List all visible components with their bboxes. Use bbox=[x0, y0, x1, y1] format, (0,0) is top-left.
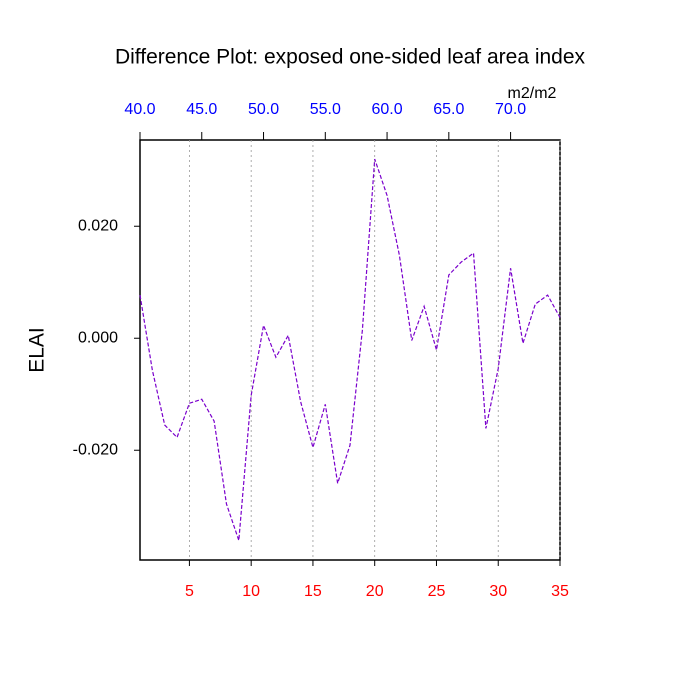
x2-tick-label: 55.0 bbox=[310, 101, 341, 118]
x2-tick-label: 45.0 bbox=[186, 101, 217, 118]
x2-tick-label: 65.0 bbox=[433, 101, 464, 118]
y-tick-label: 0.000 bbox=[78, 329, 118, 346]
x-tick-label: 5 bbox=[185, 583, 194, 600]
x2-tick-label: 60.0 bbox=[371, 101, 402, 118]
y-tick-label: 0.020 bbox=[78, 217, 118, 234]
data-line bbox=[139, 158, 561, 541]
y-tick-label: -0.020 bbox=[73, 441, 118, 458]
x-tick-label: 25 bbox=[428, 583, 446, 600]
x-tick-label: 30 bbox=[489, 583, 507, 600]
plot-frame bbox=[139, 139, 561, 561]
x2-tick-label: 50.0 bbox=[248, 101, 279, 118]
axis-units: m2/m2 bbox=[508, 85, 557, 102]
x-tick-label: 10 bbox=[242, 583, 260, 600]
x-tick-label: 15 bbox=[304, 583, 322, 600]
x2-tick-label: 40.0 bbox=[124, 101, 155, 118]
x-tick-label: 35 bbox=[551, 583, 569, 600]
x2-tick-label: 70.0 bbox=[495, 101, 526, 118]
y-axis-label: ELAI bbox=[26, 327, 49, 373]
chart-title: Difference Plot: exposed one-sided leaf … bbox=[115, 46, 586, 69]
x-tick-label: 20 bbox=[366, 583, 384, 600]
